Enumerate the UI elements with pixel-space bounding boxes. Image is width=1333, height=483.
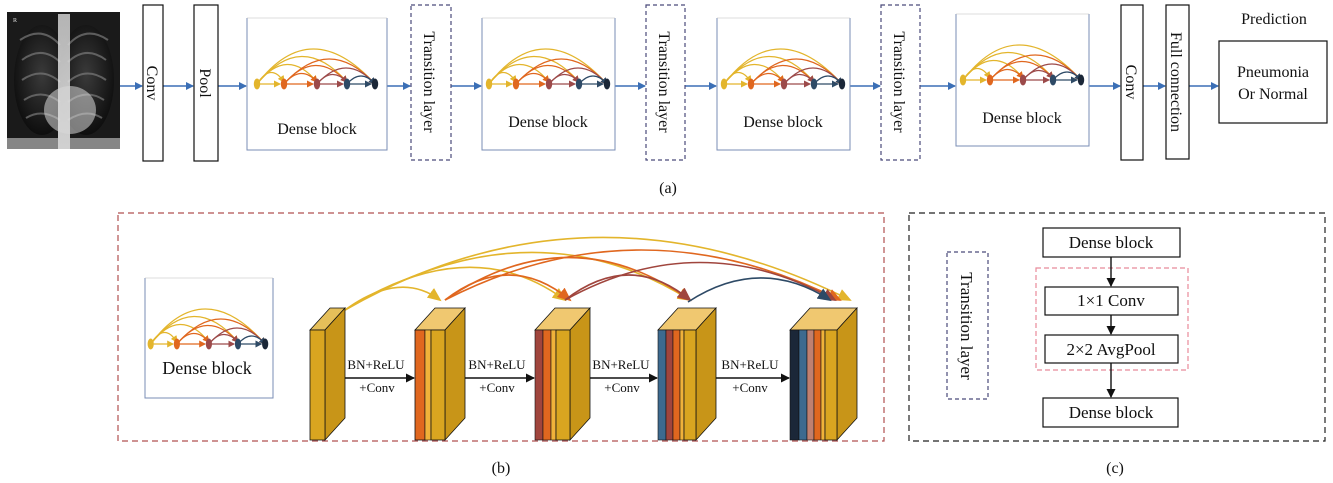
xray-corner-mark: R <box>13 18 17 24</box>
feature-map-5 <box>789 306 858 442</box>
full-connection-label: Full connection <box>1167 32 1184 132</box>
dense-block-2: Dense block <box>481 17 616 151</box>
prediction-line-1: Pneumonia <box>1237 64 1309 81</box>
pool-label: Pool <box>196 68 213 98</box>
panel-c-pool-label: 2×2 AvgPool <box>1066 340 1155 359</box>
feature-map-4 <box>657 306 717 442</box>
step-4-line-1: BN+ReLU <box>721 357 779 372</box>
panel-c-border <box>908 212 1326 442</box>
step-4-line-2: +Conv <box>732 380 768 395</box>
conv-label: Conv <box>143 66 160 101</box>
panel-c-transition-label: Transition layer <box>957 272 976 380</box>
feature-map-1 <box>309 306 346 442</box>
conv-2-label: Conv <box>1122 65 1139 100</box>
step-2-line-2: +Conv <box>479 380 515 395</box>
panel-b-border <box>117 212 885 442</box>
transition-layer-1 <box>410 4 452 161</box>
prediction-line-2: Or Normal <box>1238 86 1308 103</box>
panel-c-inner-border <box>1035 267 1189 371</box>
step-labels: BN+ReLU +Conv BN+ReLU +Conv BN+ReLU +Con… <box>347 357 779 395</box>
panel-a: R Conv Pool Dense block <box>7 4 1328 197</box>
feature-map-2 <box>414 306 466 442</box>
full-connection-box <box>1165 4 1190 160</box>
transition-layer-2 <box>645 4 686 161</box>
conv-box-2 <box>1120 4 1144 161</box>
step-1-line-1: BN+ReLU <box>347 357 405 372</box>
prediction-title: Prediction <box>1241 11 1307 28</box>
panel-c-top-label: Dense block <box>1069 233 1154 252</box>
transition-layer-3 <box>880 4 921 161</box>
caption-c: (c) <box>1106 460 1124 477</box>
panel-c-transition-box <box>946 251 989 400</box>
dense-block-1: Dense block <box>246 17 388 151</box>
dense-block-3: Dense block <box>716 17 851 151</box>
panel-c-bottom-label: Dense block <box>1069 403 1154 422</box>
dense-block-2-label: Dense block <box>508 114 588 131</box>
panel-b: Dense block <box>117 212 885 477</box>
panel-b-legend: Dense block <box>144 277 274 399</box>
pool-box <box>193 4 219 162</box>
transition-layer-3-label: Transition layer <box>890 31 907 133</box>
step-3-line-2: +Conv <box>604 380 640 395</box>
panel-c: Transition layer Dense block 1×1 Conv 2×… <box>908 212 1326 477</box>
step-1-line-2: +Conv <box>359 380 395 395</box>
panel-c-pool-box <box>1044 334 1179 364</box>
chest-xray-image: R <box>7 12 120 149</box>
panel-c-bottom-box <box>1042 397 1179 428</box>
dense-block-4: Dense block <box>955 13 1090 147</box>
step-2-line-1: BN+ReLU <box>468 357 526 372</box>
dense-block-1-label: Dense block <box>277 121 357 138</box>
dense-block-4-label: Dense block <box>982 110 1062 127</box>
prediction-box <box>1218 40 1328 124</box>
step-3-line-1: BN+ReLU <box>592 357 650 372</box>
transition-layer-2-label: Transition layer <box>655 31 672 133</box>
panel-c-conv-label: 1×1 Conv <box>1077 291 1145 310</box>
transition-layer-1-label: Transition layer <box>420 31 437 133</box>
panel-b-legend-label: Dense block <box>162 358 251 378</box>
panel-c-top-box <box>1042 227 1181 258</box>
dense-block-3-label: Dense block <box>743 114 823 131</box>
conv-box <box>142 4 164 162</box>
caption-b: (b) <box>492 460 511 477</box>
dense-connection-arcs <box>344 236 852 311</box>
feature-map-3 <box>534 306 591 442</box>
caption-a: (a) <box>659 180 677 197</box>
